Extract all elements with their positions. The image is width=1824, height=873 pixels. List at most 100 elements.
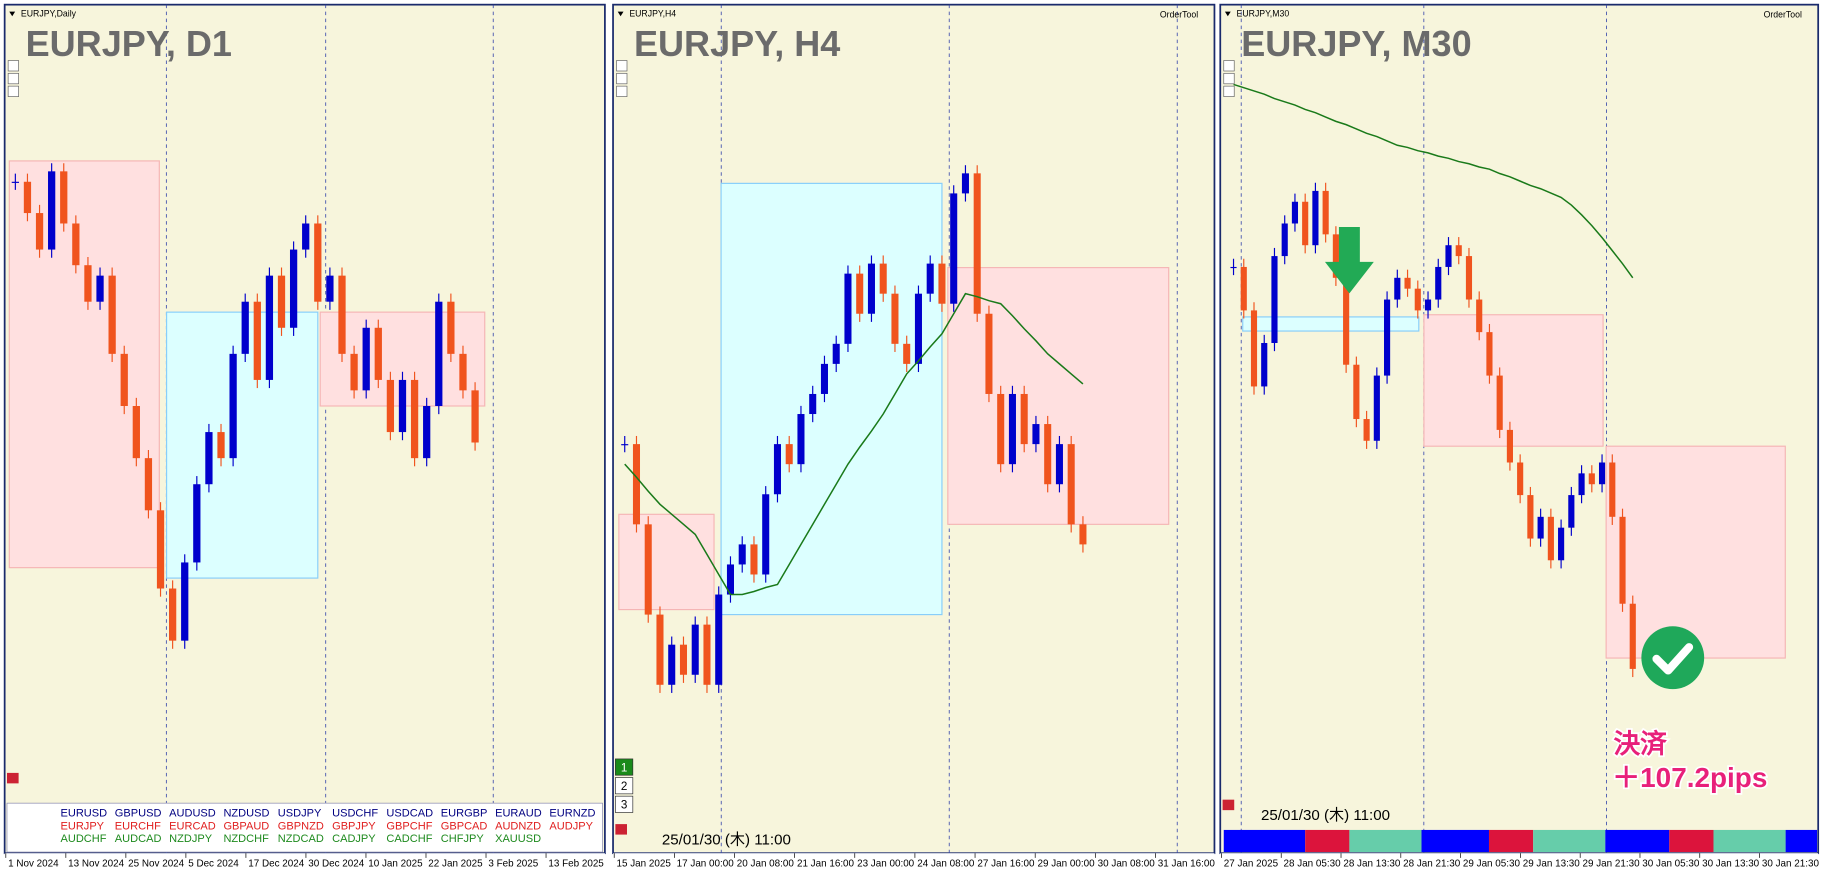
candle-body [1598, 462, 1606, 485]
symbol-button[interactable]: NZDJPY [169, 833, 213, 845]
session-bar [1785, 829, 1818, 853]
candle-body [1578, 473, 1585, 496]
candle-body [302, 223, 310, 250]
candle-body [785, 444, 793, 465]
candle-body [84, 265, 92, 302]
scale-button[interactable] [1223, 85, 1235, 97]
scale-button[interactable] [616, 85, 628, 97]
candle-body [1619, 516, 1626, 604]
chart-window[interactable]: EURJPY,H4 EURJPY, H4 OrderTool 15 Jan 2025 1… [612, 3, 1215, 872]
symbol-button[interactable]: USDCHF [332, 808, 378, 820]
symbol-button[interactable]: NZDCHF [223, 833, 269, 845]
candle-body [265, 275, 274, 380]
symbol-button[interactable]: NZDUSD [223, 808, 269, 820]
candle-body [11, 181, 19, 183]
symbol-button[interactable]: AUDCAD [115, 833, 162, 845]
candle-body [120, 353, 128, 407]
timeframe-button[interactable] [615, 777, 634, 795]
symbol-button[interactable]: CADJPY [332, 833, 376, 845]
chart-window[interactable]: EURJPY,M30 EURJPY, M30 OrderTool 27 Jan 202… [1219, 3, 1819, 872]
timeframe-button[interactable] [615, 758, 634, 776]
candle-body [1291, 201, 1299, 224]
candle-body [973, 173, 981, 314]
symbol-button[interactable]: GBPNZD [278, 820, 324, 832]
candle-body [1384, 299, 1391, 376]
window-menu-arrow[interactable] [617, 11, 624, 17]
symbol-button[interactable]: EURGBP [441, 808, 488, 820]
symbol-button[interactable]: EURAUD [495, 808, 542, 820]
candle-body [350, 353, 358, 391]
symbol-button[interactable]: CHFJPY [441, 833, 485, 845]
symbol-button[interactable]: NZDCAD [278, 833, 324, 845]
scale-button[interactable] [616, 60, 628, 72]
candle-body [903, 343, 911, 364]
close-button[interactable] [6, 772, 19, 784]
symbol-button[interactable]: EURCAD [169, 820, 216, 832]
x-tick-label: 28 Jan 21:30 [1403, 858, 1461, 869]
timeframe-button[interactable] [615, 795, 634, 813]
check-badge [1641, 626, 1705, 690]
timeframe-button-label[interactable]: 3 [621, 799, 627, 812]
symbol-button[interactable]: AUDUSD [169, 808, 216, 820]
scale-button[interactable] [1223, 72, 1235, 85]
timeframe-button-label[interactable]: 1 [621, 761, 627, 774]
candle-body [832, 343, 840, 364]
symbol-button[interactable]: EURNZD [549, 808, 595, 820]
symbol-button[interactable]: AUDJPY [549, 820, 593, 832]
window-menu-arrow[interactable] [9, 11, 16, 17]
candle-body [668, 644, 676, 685]
symbol-button[interactable]: USDJPY [278, 808, 322, 820]
order-tool-label[interactable]: OrderTool [1160, 9, 1198, 19]
candle-body [856, 273, 864, 314]
scale-button[interactable] [7, 60, 19, 72]
candle-body [1302, 201, 1309, 246]
candle-body [797, 414, 805, 465]
symbol-button[interactable]: GBPCHF [386, 820, 432, 832]
symbol-button[interactable]: EURUSD [60, 808, 107, 820]
symbol-button[interactable]: GBPJPY [332, 820, 376, 832]
order-tool-label[interactable]: OrderTool [1764, 9, 1802, 19]
close-button[interactable] [615, 824, 627, 835]
symbol-button[interactable]: XAUUSD [495, 833, 541, 845]
window-menu-arrow[interactable] [1224, 11, 1231, 17]
symbol-button[interactable]: EURJPY [60, 820, 104, 832]
symbol-button[interactable]: AUDCHF [60, 833, 106, 845]
candle-body [23, 181, 32, 214]
scale-button[interactable] [7, 85, 19, 97]
candle-body [938, 263, 946, 304]
session-bar [1305, 829, 1350, 853]
candle-body [1609, 462, 1616, 517]
session-bar [1533, 829, 1606, 853]
price-zone [1242, 316, 1420, 332]
candle-body [1547, 516, 1554, 561]
axis-strip [4, 853, 605, 872]
timeframe-button-label[interactable]: 2 [621, 780, 627, 793]
chart-window[interactable]: EURJPY,Daily EURJPY, D1 1 Nov 2024 13 Nov 2… [3, 3, 606, 872]
close-button[interactable] [1222, 799, 1235, 811]
candle-body [1044, 424, 1052, 485]
x-tick-label: 22 Jan 2025 [428, 858, 483, 869]
symbol-button[interactable]: GBPUSD [115, 808, 162, 820]
candle-body [632, 444, 641, 525]
candle-body [447, 301, 455, 354]
candle-body [1486, 332, 1493, 376]
symbol-button[interactable]: AUDNZD [495, 820, 541, 832]
symbol-button[interactable]: EURCHF [115, 820, 161, 832]
candle-body [1322, 190, 1329, 235]
symbol-button[interactable]: USDCAD [386, 808, 433, 820]
candle-body [156, 510, 165, 589]
candle-body [809, 393, 817, 415]
scale-button[interactable] [7, 72, 19, 85]
candle-body [1250, 310, 1258, 387]
scale-button[interactable] [616, 72, 628, 85]
candle-body [1394, 277, 1401, 300]
symbol-button[interactable]: GBPAUD [223, 820, 269, 832]
x-tick-label: 30 Dec 2024 [308, 858, 364, 869]
candle-body [1517, 462, 1524, 496]
candle-body [985, 313, 993, 394]
symbol-button[interactable]: CADCHF [386, 833, 432, 845]
candle-body [1629, 603, 1636, 669]
scale-button[interactable] [1223, 60, 1235, 72]
candle-body [1568, 495, 1575, 528]
symbol-button[interactable]: GBPCAD [441, 820, 488, 832]
